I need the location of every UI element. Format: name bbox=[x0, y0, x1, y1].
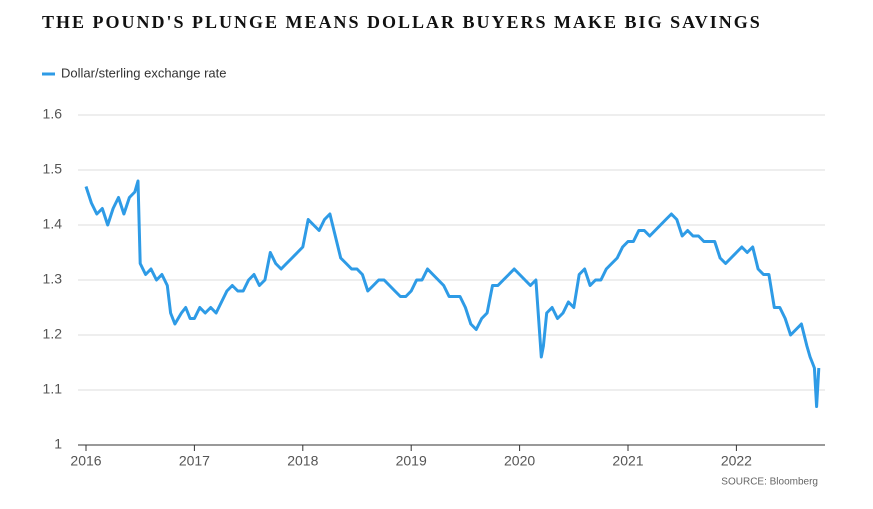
x-tick-label: 2020 bbox=[504, 453, 535, 469]
x-tick-label: 2019 bbox=[396, 453, 427, 469]
legend-label: Dollar/sterling exchange rate bbox=[61, 65, 226, 80]
x-tick-label: 2021 bbox=[612, 453, 643, 469]
line-series bbox=[84, 179, 821, 408]
x-tick-label: 2017 bbox=[179, 453, 210, 469]
y-tick-label: 1.1 bbox=[43, 381, 63, 397]
y-tick-label: 1.6 bbox=[43, 106, 63, 122]
y-tick-label: 1.5 bbox=[43, 161, 63, 177]
y-tick-label: 1.4 bbox=[43, 216, 63, 232]
y-tick-label: 1 bbox=[54, 436, 62, 452]
y-tick-label: 1.2 bbox=[43, 326, 63, 342]
x-tick-label: 2022 bbox=[721, 453, 752, 469]
y-tick-label: 1.3 bbox=[43, 271, 63, 287]
chart-title: THE POUND'S PLUNGE MEANS DOLLAR BUYERS M… bbox=[42, 12, 762, 32]
x-tick-label: 2016 bbox=[70, 453, 101, 469]
x-tick-label: 2018 bbox=[287, 453, 318, 469]
source: SOURCE: Bloomberg bbox=[721, 477, 818, 488]
